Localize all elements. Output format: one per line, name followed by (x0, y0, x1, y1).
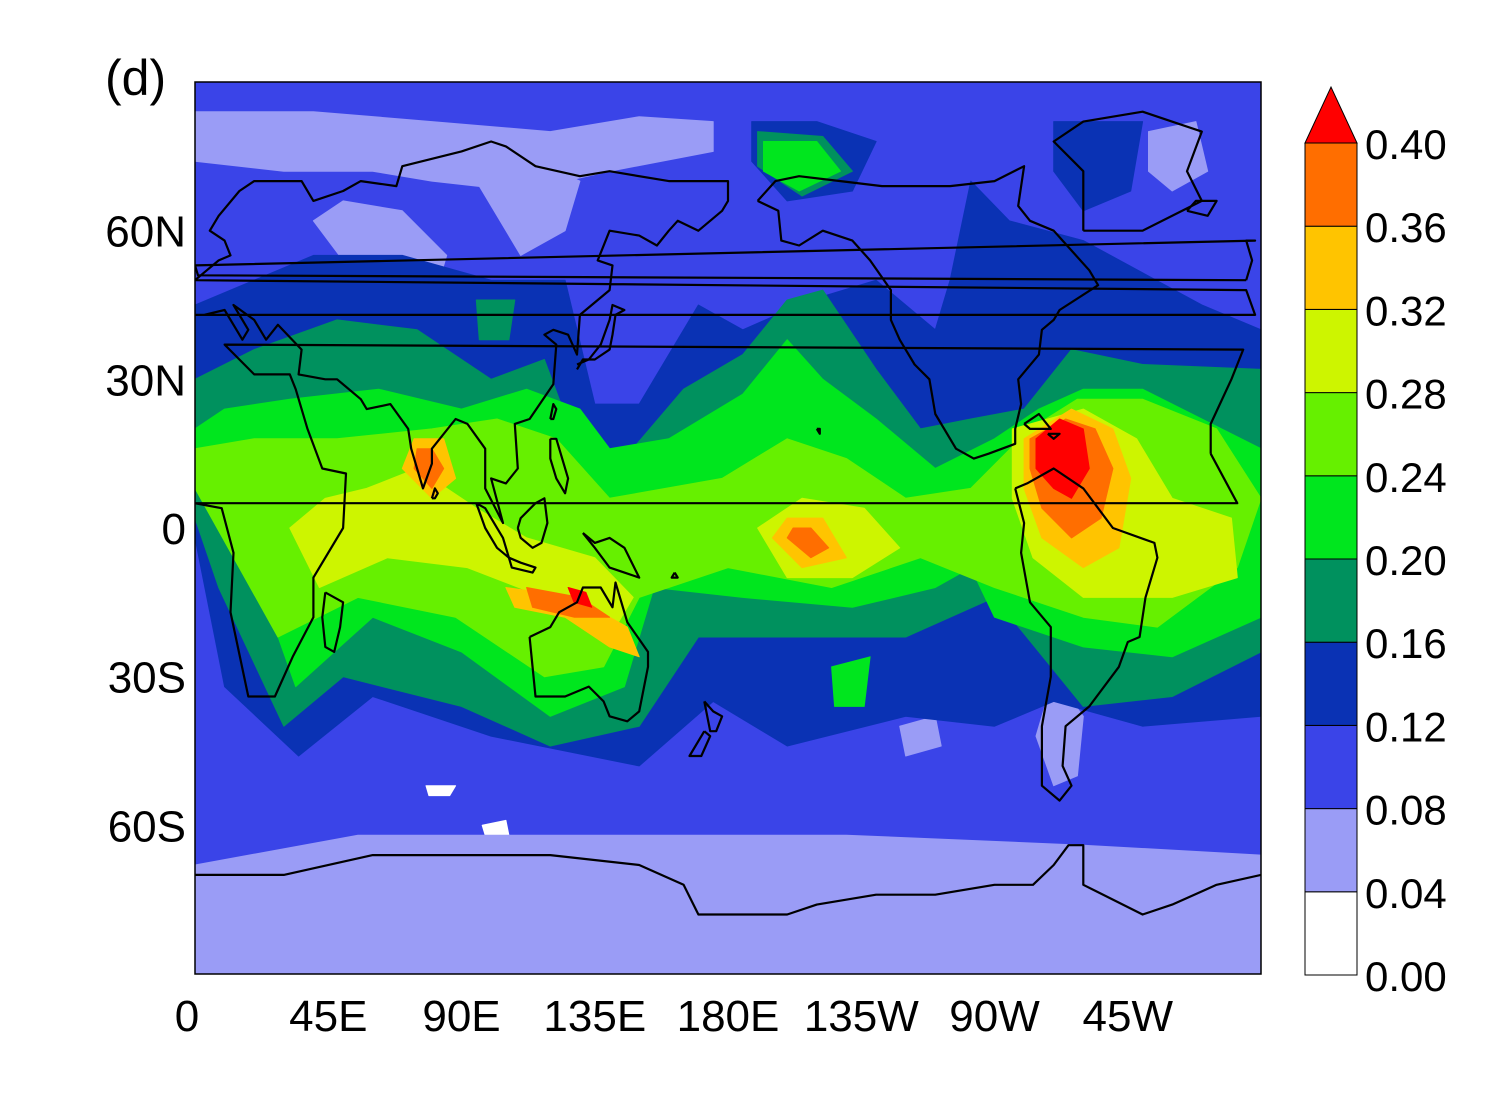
coastline-22 (815, 427, 821, 435)
y-tick-label-2: 0 (162, 505, 186, 554)
contour-region-4 (195, 111, 714, 192)
coastline-11 (582, 532, 641, 579)
colorbar-box-5 (1304, 475, 1358, 560)
contour-region-31 (786, 527, 830, 559)
colorbar-extend-triangle (1304, 85, 1358, 144)
colorbar-box-9 (1304, 142, 1358, 227)
contour-region-5 (475, 160, 581, 256)
coastline-21 (1047, 432, 1061, 440)
coastline-9 (507, 556, 537, 574)
y-tick-label-0: 60N (105, 208, 186, 257)
map-plot-area (194, 81, 1262, 975)
coastline-13 (703, 700, 724, 733)
x-tick-label-5: 135W (804, 992, 919, 1041)
contour-region-17 (475, 299, 516, 341)
colorbar-box-0 (1304, 891, 1358, 976)
contour-region-11 (899, 715, 942, 757)
coastline-15 (195, 239, 1257, 282)
coastline-17 (430, 487, 439, 500)
x-tick-label-6: 90W (949, 992, 1040, 1041)
map-frame (194, 81, 1262, 975)
contour-region-2 (425, 785, 457, 797)
y-tick-label-1: 30N (105, 356, 186, 405)
x-tick-label-1: 45E (289, 992, 367, 1041)
x-tick-label-3: 135E (543, 992, 646, 1041)
colorbar-label-0: 0.00 (1365, 953, 1447, 1000)
coastline-layer (195, 110, 1261, 916)
contour-region-29 (413, 448, 445, 489)
colorbar: 0.00 0.04 0.08 0.12 0.16 0.20 0.24 0.28 0.32 0.36… (1304, 85, 1447, 1000)
coastline-6 (1052, 110, 1203, 232)
coastline-23 (670, 572, 679, 579)
colorbar-label-9: 0.36 (1365, 204, 1447, 251)
colorbar-label-3: 0.12 (1365, 703, 1447, 750)
coastline-5 (195, 844, 1261, 916)
colorbar-label-6: 0.24 (1365, 454, 1447, 501)
colorbar-box-7 (1304, 308, 1358, 394)
coastline-4 (1014, 467, 1159, 802)
colorbar-box-3 (1304, 641, 1358, 726)
contour-fill-layer (195, 111, 1261, 974)
coastline-16 (1186, 199, 1218, 217)
coastline-7 (576, 303, 626, 370)
coastline-19 (549, 437, 570, 495)
colorbar-label-8: 0.32 (1365, 287, 1447, 334)
coastline-18 (549, 403, 558, 421)
contour-region-21 (195, 398, 1261, 678)
x-tick-label-4: 180E (677, 992, 780, 1041)
colorbar-box-8 (1304, 225, 1358, 310)
coastline-3 (756, 165, 1100, 460)
colorbar-box-2 (1304, 724, 1358, 810)
contour-region-3 (195, 834, 1261, 974)
contour-region-20 (831, 656, 871, 707)
coastline-1 (195, 140, 1257, 525)
coastline-12 (321, 591, 345, 653)
x-axis-tick-labels: 0 45E 90E 135E 180E 135W 90W 45W (175, 992, 1174, 1041)
x-tick-label-7: 45W (1083, 992, 1174, 1041)
x-tick-label-0: 0 (175, 992, 199, 1041)
coastline-20 (1023, 412, 1052, 430)
colorbar-box-4 (1304, 558, 1358, 643)
coastline-2 (528, 581, 650, 723)
colorbar-label-4: 0.16 (1365, 620, 1447, 667)
contour-region-14 (1053, 121, 1144, 212)
y-tick-label-3: 30S (108, 654, 186, 703)
colorbar-label-1: 0.04 (1365, 870, 1447, 917)
y-axis-tick-labels: 60N 30N 0 30S 60S (105, 208, 186, 852)
colorbar-label-7: 0.28 (1365, 371, 1447, 418)
colorbar-label-5: 0.20 (1365, 537, 1447, 584)
panel-label: (d) (105, 50, 166, 106)
colorbar-box-6 (1304, 392, 1358, 477)
x-tick-label-2: 90E (422, 992, 500, 1041)
colorbar-label-10: 0.40 (1365, 121, 1447, 168)
contour-region-33 (1035, 418, 1090, 499)
coastline-10 (516, 497, 549, 549)
y-tick-label-4: 60S (108, 802, 186, 851)
coastline-14 (688, 730, 712, 758)
colorbar-label-2: 0.08 (1365, 787, 1447, 834)
colorbar-box-1 (1304, 808, 1358, 893)
coastline-0 (195, 343, 1245, 698)
contour-region-8 (1148, 121, 1209, 192)
